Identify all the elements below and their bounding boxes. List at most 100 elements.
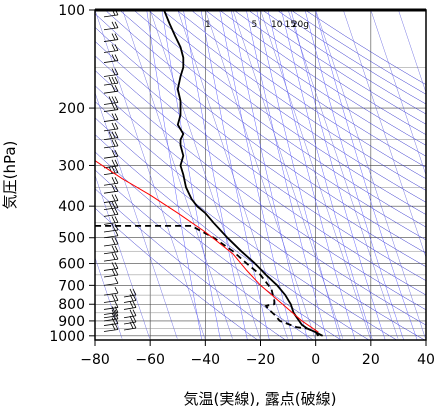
guide-line — [177, 10, 288, 339]
series — [95, 10, 324, 337]
wind-barb-feather — [114, 139, 119, 147]
wind-barb-feather — [114, 306, 119, 313]
wind-barb-feather — [111, 68, 116, 75]
wind-barb — [103, 221, 119, 225]
wind-barb-feather — [132, 288, 137, 296]
wind-barb-feather — [111, 194, 116, 202]
wind-barb-feather — [111, 245, 116, 253]
mixing-ratio-line — [256, 10, 341, 340]
wind-barb-feather — [114, 252, 119, 260]
guide-line — [232, 10, 343, 339]
wind-barb-feather — [111, 76, 116, 84]
dry-adiabat-line — [95, 151, 342, 340]
wind-barb — [103, 119, 119, 122]
wind-barb — [103, 315, 119, 319]
wind-barb-feather — [111, 139, 116, 147]
wind-barb-feather — [111, 306, 116, 313]
wind-barb-feather — [114, 150, 119, 157]
wind-barb-feather — [111, 223, 116, 231]
dry-adiabat-line — [95, 207, 259, 340]
wind-barb-feather — [114, 237, 119, 245]
y-tick-label: 300 — [58, 158, 85, 174]
x-axis-title: 気温(実線), 露点(破線) — [184, 390, 337, 408]
wind-barb — [123, 294, 137, 298]
wind-barb-feather — [114, 166, 119, 173]
wind-barb — [103, 14, 119, 18]
guide-line — [95, 91, 178, 339]
wind-barb-feather — [111, 166, 116, 174]
wind-barb-feather — [132, 301, 137, 308]
wind-barb — [103, 323, 119, 326]
wind-barb-feather — [114, 323, 119, 330]
mixing-ratio-line — [200, 10, 270, 340]
wind-barb — [103, 128, 119, 132]
dry-adiabat-line — [95, 101, 426, 340]
wind-barb-feather — [111, 294, 116, 301]
mixing-ratio-label: 5 — [252, 20, 258, 30]
dry-adiabat-line — [119, 10, 426, 228]
wind-barb — [103, 243, 119, 247]
wind-barb-feather — [114, 113, 119, 120]
wind-barb-feather — [114, 21, 119, 28]
wind-barb-feather — [132, 294, 137, 301]
wind-barb-feather — [111, 201, 116, 209]
wind-barb-feather — [111, 262, 116, 269]
wind-barb-feather — [114, 159, 119, 166]
wind-barb-feather — [111, 33, 116, 41]
mixing-ratio-line — [314, 10, 418, 340]
y-tick-label: 200 — [58, 101, 85, 117]
guide-line — [425, 10, 426, 11]
mixing-ratio-line — [290, 10, 386, 340]
dry-adiabat-line — [205, 10, 426, 157]
guide-line — [287, 10, 399, 339]
dry-adiabat-line — [162, 10, 426, 191]
wind-barb-feather — [114, 54, 119, 61]
wind-barb-feather — [132, 315, 137, 323]
wind-barb-feather — [111, 150, 116, 157]
dry-adiabat-line — [219, 10, 426, 146]
wind-barb — [103, 329, 119, 332]
dry-adiabat-line — [95, 70, 426, 311]
wind-barb — [103, 102, 119, 105]
wind-barb-feather — [114, 262, 119, 269]
y-tick-label: 500 — [58, 231, 85, 247]
wind-barb — [103, 258, 119, 262]
y-tick-label: 800 — [58, 297, 85, 313]
guide-line — [315, 10, 426, 339]
wind-barb — [103, 145, 119, 149]
dry-adiabat-line — [95, 117, 398, 340]
wind-barb-feather — [114, 245, 119, 252]
wind-barb-feather — [111, 85, 116, 92]
y-tick-label: 400 — [58, 199, 85, 215]
dewpoint-line — [95, 225, 320, 337]
wind-barb-feather — [129, 288, 134, 296]
wind-barb — [103, 165, 119, 169]
wind-barb — [103, 207, 119, 211]
wind-barb-feather — [129, 301, 134, 308]
mixing-ratio-line — [161, 10, 221, 340]
guide-line — [150, 10, 261, 339]
wind-barb-feather — [111, 113, 116, 121]
wind-barb — [103, 74, 119, 77]
wind-barb-feather — [111, 103, 116, 111]
wind-barb-feather — [111, 159, 116, 167]
wind-barb-feather — [132, 321, 137, 329]
wind-barb-feather — [108, 76, 113, 84]
wind-barb-feather — [111, 252, 116, 260]
wind-barb-feather — [114, 177, 119, 184]
wind-barb-feather — [111, 122, 116, 130]
wind-barb-feather — [108, 201, 113, 209]
wind-barb — [103, 82, 119, 86]
wind-barb-feather — [114, 201, 119, 208]
wind-barb-feather — [129, 321, 134, 329]
mixing-ratio-label: 20g — [292, 20, 309, 30]
wind-barb-feather — [114, 103, 119, 110]
x-tick-label: 40 — [417, 352, 435, 368]
wind-barb-feather — [114, 268, 119, 276]
mixing-ratio-line — [230, 10, 308, 340]
guide-line — [260, 10, 371, 339]
wind-barb — [103, 182, 119, 186]
guide-line — [343, 10, 426, 259]
dry-adiabat-line — [95, 40, 426, 281]
wind-barb-feather — [114, 194, 119, 201]
